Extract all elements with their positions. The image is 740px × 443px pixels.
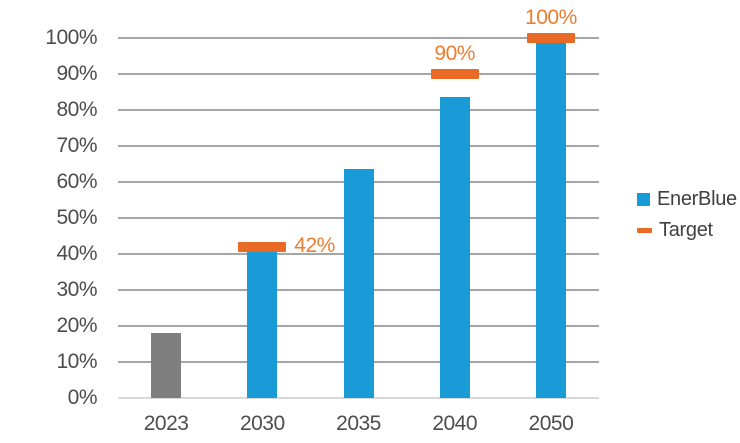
- target-marker-2040: [430, 69, 479, 79]
- target-marker-2050: [526, 33, 575, 43]
- legend-item-target: Target: [637, 219, 737, 241]
- y-tick-label-40%: 40%: [56, 242, 97, 265]
- y-tick-label-70%: 70%: [56, 134, 97, 157]
- bar-2030: [247, 250, 278, 398]
- x-category-label-2030: 2030: [239, 412, 285, 435]
- bar-2050: [535, 38, 566, 398]
- x-axis-line: [118, 397, 599, 399]
- legend-item-label: Target: [659, 219, 713, 241]
- bar-2040: [439, 97, 470, 398]
- data-label-2040: 90%: [434, 42, 475, 65]
- legend: EnerBlue Target: [637, 188, 737, 241]
- gridline-100%: [118, 37, 599, 39]
- legend-swatch-square-icon: [637, 192, 650, 206]
- y-tick-label-50%: 50%: [56, 206, 97, 229]
- legend-swatch-dash-icon: [637, 227, 652, 233]
- x-category-label-2050: 2050: [528, 412, 574, 435]
- x-category-label-2040: 2040: [432, 412, 478, 435]
- y-tick-label-10%: 10%: [56, 350, 97, 373]
- bar-2023: [151, 333, 182, 398]
- x-category-label-2035: 2035: [336, 412, 381, 435]
- data-label-2050: 100%: [525, 6, 577, 29]
- y-tick-label-60%: 60%: [56, 170, 97, 193]
- legend-item-label: EnerBlue: [657, 188, 737, 210]
- x-category-label-2023: 2023: [143, 412, 189, 435]
- y-tick-label-80%: 80%: [56, 98, 97, 121]
- y-tick-label-0%: 0%: [67, 386, 98, 409]
- legend-item-enerblue: EnerBlue: [637, 188, 737, 210]
- bar-2035: [343, 169, 374, 398]
- y-tick-label-100%: 100%: [45, 26, 97, 49]
- gridline-70%: [118, 145, 599, 147]
- gridline-90%: [118, 73, 599, 75]
- target-marker-2030: [238, 241, 287, 252]
- gridline-80%: [118, 109, 599, 111]
- data-label-2030: 42%: [294, 233, 335, 257]
- y-tick-label-90%: 90%: [56, 62, 97, 85]
- y-tick-label-20%: 20%: [56, 314, 97, 337]
- y-tick-label-30%: 30%: [56, 278, 97, 301]
